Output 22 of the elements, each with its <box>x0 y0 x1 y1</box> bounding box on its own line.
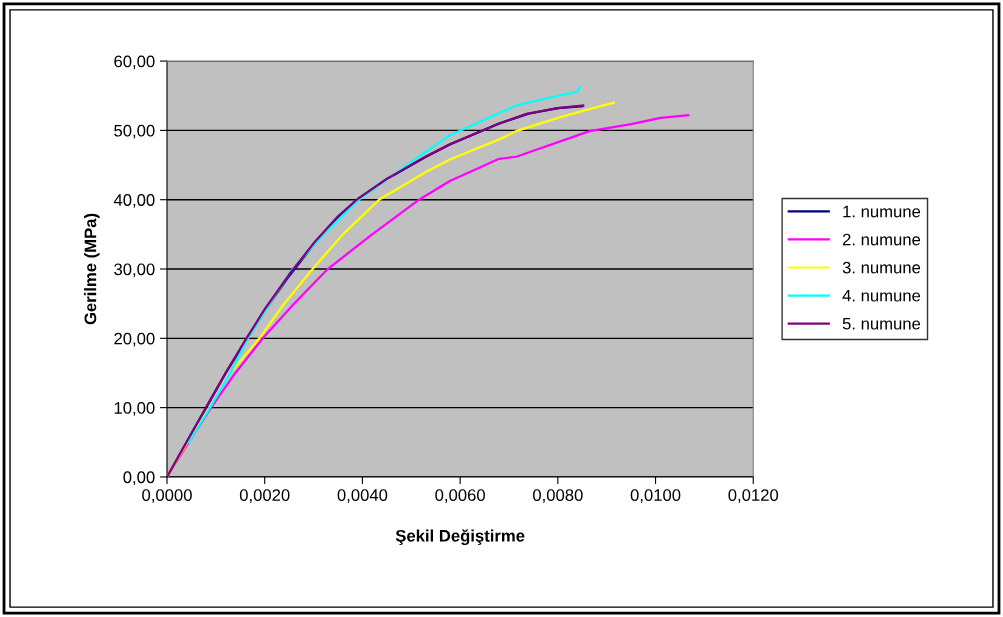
y-tick-label: 60,00 <box>114 55 155 70</box>
legend-label: 4. numune <box>842 289 921 302</box>
y-tick-label: 20,00 <box>114 332 155 347</box>
x-tick-label: 0,0000 <box>142 489 192 503</box>
y-tick-label: 0,00 <box>123 471 155 486</box>
legend-label: 5. numune <box>842 317 921 330</box>
x-tick-label: 0,0100 <box>630 489 681 503</box>
line-series <box>187 85 581 444</box>
x-tick-label: 0,0080 <box>533 489 583 503</box>
legend-label: 3. numune <box>842 261 921 274</box>
y-tick-label: 10,00 <box>114 402 155 416</box>
x-tick-label: 0,0120 <box>728 489 779 503</box>
legend-label: 2. numune <box>842 233 921 246</box>
x-tick-label: 0,0020 <box>239 489 290 503</box>
x-axis-title: Şekil Değiştirme <box>395 529 525 546</box>
x-tick-label: 0,0060 <box>435 489 485 503</box>
legend-label: 1. numune <box>843 205 921 218</box>
y-tick-label: 40,00 <box>113 194 155 208</box>
y-axis-title: Gerilme (MPa) <box>84 213 100 325</box>
y-tick-label: 50,00 <box>114 124 155 139</box>
y-tick-label: 30,00 <box>114 263 155 278</box>
x-tick-label: 0,0040 <box>337 489 388 503</box>
